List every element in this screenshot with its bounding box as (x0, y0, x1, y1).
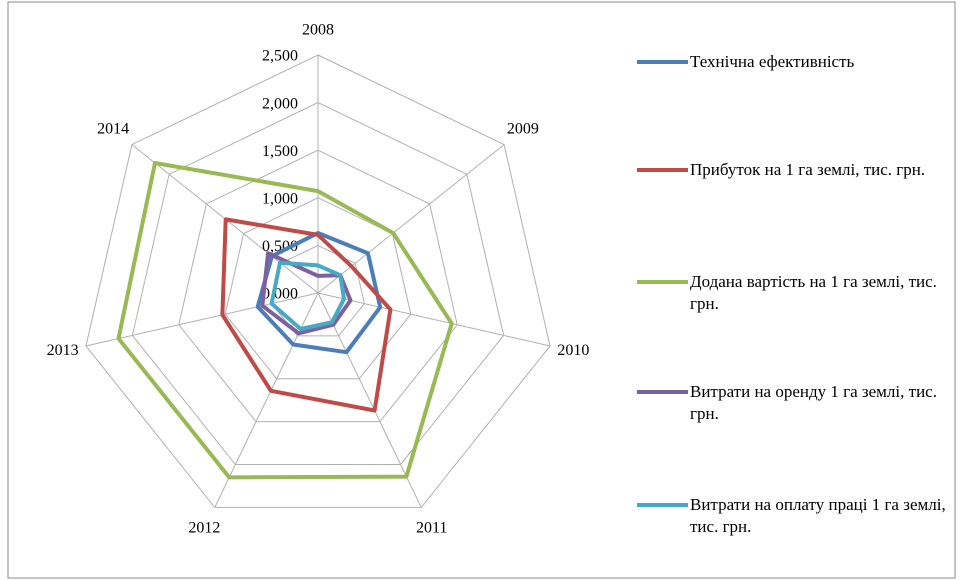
spoke (317, 292, 422, 508)
y-tick-label: 0,000 (262, 286, 298, 303)
y-tick-label: 0,500 (262, 238, 298, 255)
category-label: 2013 (47, 342, 79, 359)
y-tick-label: 2,500 (262, 48, 298, 65)
y-tick-label: 1,500 (262, 143, 298, 160)
series-line (269, 260, 346, 331)
legend-label: Технічна ефективність (690, 52, 855, 71)
category-label: 2011 (416, 520, 447, 537)
legend-label: Витрати на оплату праці 1 га землі, тис.… (690, 495, 946, 536)
category-label: 2014 (97, 120, 129, 137)
series-line (116, 161, 454, 480)
grid-line (224, 197, 412, 380)
grid-line (178, 149, 458, 423)
y-tick-label: 2,000 (262, 95, 298, 112)
category-label: 2010 (557, 342, 589, 359)
grid-line (131, 102, 505, 466)
legend-label: Додана вартість на 1 га землі, тис. грн. (690, 272, 937, 313)
category-label: 2008 (302, 22, 334, 39)
category-label: 2009 (507, 120, 539, 137)
spoke (317, 292, 551, 347)
category-label: 2012 (188, 520, 220, 537)
frame (7, 1, 956, 579)
y-tick-label: 1,000 (262, 190, 298, 207)
series-line (255, 231, 383, 355)
spoke (317, 144, 505, 294)
spoke (85, 292, 319, 347)
grid-line (85, 54, 551, 508)
legend-label: Прибуток на 1 га землі, тис. грн. (690, 160, 926, 179)
series-line (220, 217, 393, 413)
legend-label: Витрати на оренду 1 га землі, тис. грн. (690, 382, 937, 423)
